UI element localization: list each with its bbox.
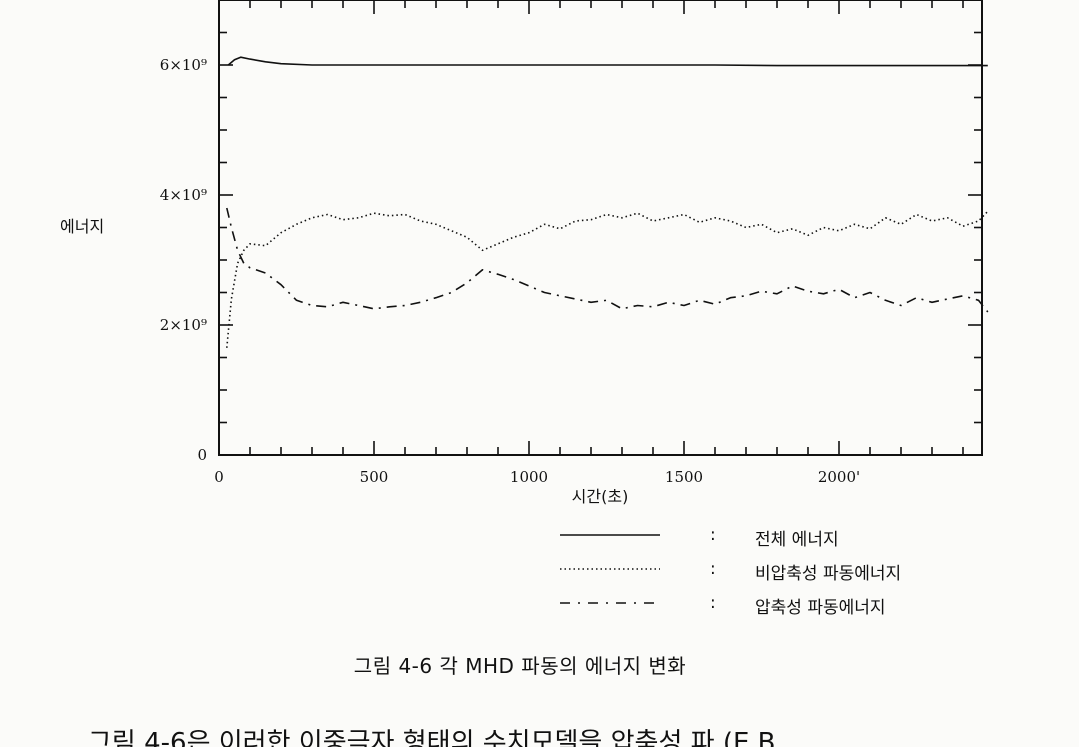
series-line-0 bbox=[227, 56, 988, 67]
body-text-line: 그림 4-6은 이러한 이중극자 형태의 수치모델을 압축성 파 (E B bbox=[88, 728, 776, 747]
legend-swatch-dotted bbox=[560, 568, 660, 570]
axis-ticks bbox=[218, 0, 982, 456]
legend-separator: : bbox=[710, 525, 716, 545]
x-tick-label: 0 bbox=[214, 468, 224, 486]
plot-frame bbox=[218, 0, 983, 456]
legend-label: 비압축성 파동에너지 bbox=[755, 564, 902, 584]
y-tick-label: 4×10⁹ bbox=[160, 186, 207, 204]
legend-label: 전체 에너지 bbox=[755, 530, 839, 550]
x-tick-label: 1500 bbox=[665, 468, 703, 486]
legend-swatch-dash-dot bbox=[560, 602, 660, 604]
x-axis-label: 시간(초) bbox=[572, 487, 629, 506]
x-tick-label: 1000 bbox=[510, 468, 548, 486]
x-tick-label: 2000' bbox=[818, 468, 860, 486]
series-layer bbox=[226, 56, 989, 348]
legend-swatch-solid bbox=[560, 534, 660, 536]
tick-labels: 0 500 1000 1500 2000' 0 2×10⁹ 4×10⁹ 6×10⁹ bbox=[160, 56, 860, 486]
legend-separator: : bbox=[710, 593, 716, 613]
y-tick-label: 0 bbox=[197, 446, 207, 464]
series-line-1 bbox=[226, 210, 989, 348]
figure-caption: 그림 4-6 각 MHD 파동의 에너지 변화 bbox=[353, 654, 687, 678]
y-axis-label: 에너지 bbox=[60, 217, 104, 236]
series-line-2 bbox=[226, 207, 989, 313]
x-tick-label: 500 bbox=[360, 468, 389, 486]
y-tick-label: 2×10⁹ bbox=[160, 316, 207, 334]
legend-label: 압축성 파동에너지 bbox=[755, 598, 886, 618]
legend-separator: : bbox=[710, 559, 716, 579]
y-tick-label: 6×10⁹ bbox=[160, 56, 207, 74]
